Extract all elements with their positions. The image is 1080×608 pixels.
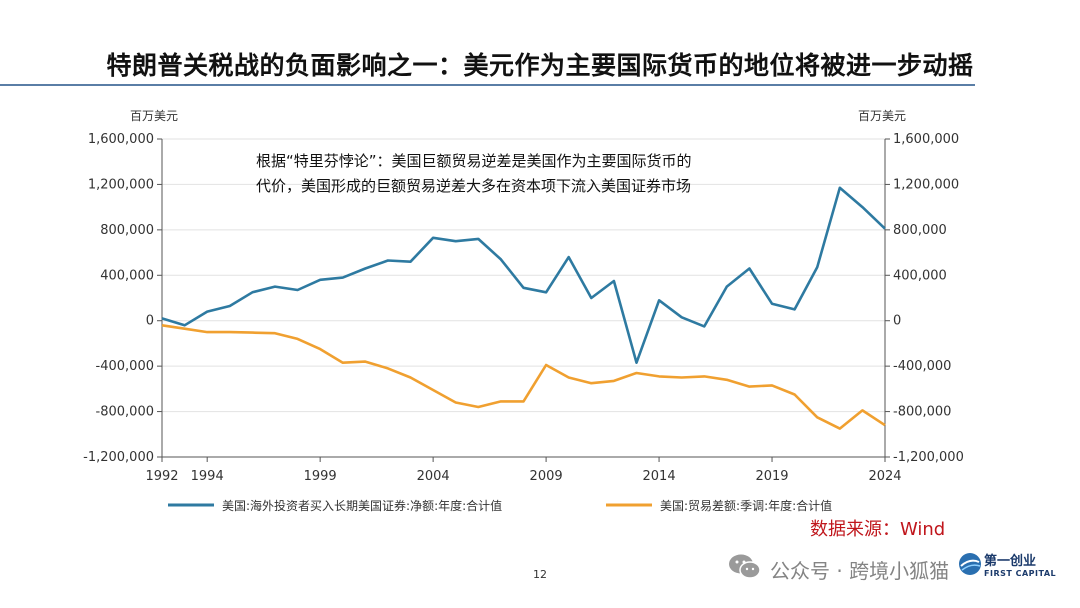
slide-title: 特朗普关税战的负面影响之一：美元作为主要国际货币的地位将被进一步动摇 bbox=[106, 51, 974, 80]
legend-label-2: 美国:贸易差额:季调:年度:合计值 bbox=[660, 498, 832, 513]
series-line-2 bbox=[161, 324, 886, 430]
right-axis-unit: 百万美元 bbox=[858, 109, 906, 123]
x-tick-label: 2004 bbox=[417, 469, 450, 484]
data-source-note: 数据来源：Wind bbox=[810, 519, 946, 540]
right-y-tick-label: 1,600,000 bbox=[893, 132, 959, 147]
x-tick-label: 1994 bbox=[191, 469, 224, 484]
company-logo: 第一创业 FIRST CAPITAL bbox=[958, 548, 1056, 588]
right-y-tick-label: 400,000 bbox=[893, 268, 947, 283]
chart-annotation-line1: 根据“特里芬悖论”：美国巨额贸易逆差是美国作为主要国际货币的 bbox=[256, 152, 692, 170]
left-y-tick-label: -800,000 bbox=[96, 405, 154, 420]
left-y-tick-label: -1,200,000 bbox=[83, 450, 154, 465]
left-y-tick-label: 800,000 bbox=[100, 223, 154, 238]
right-y-tick-label: -400,000 bbox=[893, 359, 951, 374]
x-tick-label: 2014 bbox=[643, 469, 676, 484]
right-y-tick-label: 0 bbox=[893, 314, 901, 329]
left-y-tick-label: 1,200,000 bbox=[88, 177, 154, 192]
title-divider bbox=[0, 84, 975, 86]
x-tick-label: 2009 bbox=[530, 469, 563, 484]
wechat-icon bbox=[729, 554, 761, 579]
x-tick-label: 2019 bbox=[755, 469, 788, 484]
chart-legend: 美国:海外投资者买入长期美国证券:净额:年度:合计值 美国:贸易差额:季调:年度:… bbox=[168, 498, 832, 513]
legend-label-1: 美国:海外投资者买入长期美国证券:净额:年度:合计值 bbox=[222, 498, 502, 513]
left-y-tick-label: 0 bbox=[146, 314, 154, 329]
chart-axes: 1,600,000 1,600,000 1,200,000 1,200,000 800,… bbox=[83, 132, 964, 484]
watermark-text: 公众号 · 跨境小狐猫 bbox=[770, 559, 950, 583]
right-y-tick-label: -1,200,000 bbox=[893, 450, 964, 465]
series-line-1 bbox=[161, 186, 886, 364]
chart-annotation-line2: 代价，美国形成的巨额贸易逆差大多在资本项下流入美国证券市场 bbox=[256, 177, 691, 195]
logo-main-text: 第一创业 bbox=[984, 554, 1037, 569]
page-number: 12 bbox=[533, 568, 547, 581]
x-tick-label: 1992 bbox=[145, 469, 178, 484]
x-tick-label: 1999 bbox=[304, 469, 337, 484]
chart-series bbox=[161, 186, 886, 430]
globe-icon bbox=[959, 553, 981, 575]
watermark: 公众号 · 跨境小狐猫 第一创业 FIRST CAPITAL bbox=[728, 550, 1058, 586]
right-y-tick-label: -800,000 bbox=[893, 405, 951, 420]
right-y-tick-label: 1,200,000 bbox=[893, 177, 959, 192]
x-tick-label: 2024 bbox=[868, 469, 901, 484]
left-axis-unit: 百万美元 bbox=[130, 109, 178, 123]
left-y-tick-label: -400,000 bbox=[96, 359, 154, 374]
left-y-tick-label: 1,600,000 bbox=[88, 132, 154, 147]
right-y-tick-label: 800,000 bbox=[893, 223, 947, 238]
logo-sub-text: FIRST CAPITAL bbox=[984, 569, 1057, 578]
left-y-tick-label: 400,000 bbox=[100, 268, 154, 283]
